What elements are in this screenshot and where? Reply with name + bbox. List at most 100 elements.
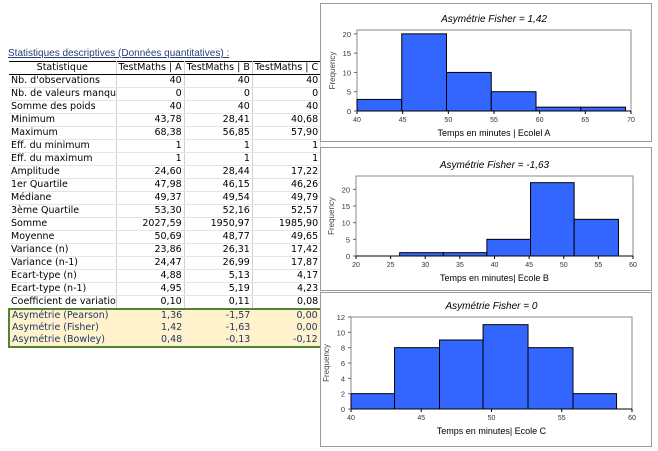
- x-tick-label: 40: [347, 415, 355, 422]
- x-axis-label: Temps en minutes| Ecole C: [437, 426, 547, 436]
- y-tick-label: 15: [343, 49, 351, 58]
- table-row: Ecart-type (n) 4,88 5,13 4,17: [9, 269, 322, 283]
- cell-value: 56,85: [184, 126, 253, 140]
- table-row: Eff. du maximum 1 1 1: [9, 152, 322, 166]
- cell-value: 49,37: [116, 191, 185, 205]
- x-tick-label: 40: [353, 117, 361, 124]
- y-tick-label: 20: [342, 185, 350, 194]
- cell-value: 0,11: [184, 295, 253, 310]
- y-tick-label: 10: [343, 68, 351, 77]
- histogram-panel-a: Asymétrie Fisher = 1,42 40 45 50 55 60 65 70 0 5 1…: [320, 3, 652, 142]
- x-tick-label: 20: [352, 262, 360, 269]
- x-tick-label: 45: [417, 415, 425, 422]
- cell-value: 40: [116, 100, 185, 114]
- row-label: Asymétrie (Bowley): [8, 334, 116, 348]
- table-row: Somme des poids 40 40 40: [9, 100, 322, 114]
- cell-value: 0,10: [116, 295, 185, 310]
- cell-value: 0,48: [116, 334, 185, 348]
- x-tick-label: 55: [490, 117, 498, 124]
- x-tick-label: 30: [421, 262, 429, 269]
- histogram-bar: [401, 33, 448, 112]
- cell-value: 57,90: [252, 126, 322, 140]
- table-row: Eff. du minimum 1 1 1: [9, 139, 322, 153]
- histogram-bar: [446, 71, 492, 112]
- cell-value: 1: [252, 139, 322, 153]
- x-tick-label: 60: [536, 117, 544, 124]
- cell-value: 49,79: [252, 191, 322, 205]
- cell-value: 1: [116, 139, 185, 153]
- y-tick-label: 4: [341, 374, 345, 383]
- histogram-bar: [439, 339, 484, 410]
- cell-value: 24,60: [116, 165, 185, 179]
- x-tick-label: 60: [629, 262, 637, 269]
- row-label: Minimum: [9, 113, 117, 127]
- column-header: TestMaths | B: [184, 61, 253, 75]
- y-tick-label: 5: [347, 88, 351, 97]
- histogram-bar: [527, 347, 574, 410]
- cell-value: -1,63: [184, 322, 253, 334]
- y-tick-label: 10: [337, 328, 345, 337]
- table-row: Variance (n-1) 24,47 26,99 17,87: [9, 256, 322, 270]
- statistics-table: Statistique TestMaths | A TestMaths | B …: [8, 61, 322, 348]
- histogram-panel-b: Asymétrie Fisher = -1,63 20 25 30 35 40 45 50 55…: [320, 147, 652, 291]
- row-label: Eff. du minimum: [9, 139, 117, 153]
- cell-value: 49,54: [184, 191, 253, 205]
- cell-value: 28,44: [184, 165, 253, 179]
- table-row: Minimum 43,78 28,41 40,68: [9, 113, 322, 127]
- cell-value: 0: [184, 87, 253, 101]
- column-header: Statistique: [9, 61, 117, 75]
- x-tick-label: 35: [456, 262, 464, 269]
- x-tick-label: 25: [387, 262, 395, 269]
- x-tick-label: 50: [560, 262, 568, 269]
- cell-value: 28,41: [184, 113, 253, 127]
- cell-value: 40: [184, 100, 253, 114]
- cell-value: 49,65: [252, 230, 322, 244]
- cell-value: 17,42: [252, 243, 322, 257]
- y-tick-label: 0: [346, 252, 350, 261]
- y-tick-label: 20: [343, 30, 351, 39]
- cell-value: 1,36: [116, 308, 185, 322]
- cell-value: 4,17: [252, 269, 322, 283]
- cell-value: -1,57: [184, 308, 253, 322]
- row-label: Somme: [9, 217, 117, 231]
- table-title: Statistiques descriptives (Données quant…: [8, 48, 230, 59]
- cell-value: 1: [184, 152, 253, 166]
- table-row: Coefficient de variatior 0,10 0,11 0,08: [9, 295, 322, 310]
- x-tick-label: 55: [558, 415, 566, 422]
- row-label: Nb. d'observations: [9, 74, 117, 88]
- cell-value: 1: [184, 139, 253, 153]
- table-row: Asymétrie (Fisher) 1,42 -1,63 0,00: [8, 322, 322, 334]
- x-axis-label: Temps en minutes | Ecolel A: [438, 128, 551, 138]
- cell-value: 0: [252, 87, 322, 101]
- cell-value: 40,68: [252, 113, 322, 127]
- cell-value: 48,77: [184, 230, 253, 244]
- y-tick-label: 0: [347, 107, 351, 116]
- x-tick-label: 45: [525, 262, 533, 269]
- y-axis-label: Frequency: [322, 344, 331, 382]
- cell-value: 43,78: [116, 113, 185, 127]
- table-row: 1er Quartile 47,98 46,15 46,26: [9, 178, 322, 192]
- chart-title: Asymétrie Fisher = 1,42: [440, 14, 547, 25]
- y-tick-label: 12: [337, 313, 345, 322]
- cell-value: 5,19: [184, 282, 253, 296]
- x-tick-label: 40: [491, 262, 499, 269]
- x-tick-label: 50: [444, 117, 452, 124]
- row-label: Asymétrie (Pearson): [8, 308, 116, 322]
- table-row: Nb. d'observations 40 40 40: [9, 74, 322, 88]
- cell-value: 26,99: [184, 256, 253, 270]
- cell-value: 0: [116, 87, 185, 101]
- cell-value: 47,98: [116, 178, 185, 192]
- cell-value: 50,69: [116, 230, 185, 244]
- column-header: TestMaths | C: [252, 61, 322, 75]
- cell-value: 1950,97: [184, 217, 253, 231]
- row-label: Asymétrie (Fisher): [8, 322, 116, 334]
- chart-title: Asymétrie Fisher = 0: [445, 301, 538, 312]
- cell-value: 46,15: [184, 178, 253, 192]
- histogram-bar: [350, 393, 396, 410]
- row-label: 1er Quartile: [9, 178, 117, 192]
- y-axis-label: Frequency: [328, 52, 337, 90]
- cell-value: 40: [116, 74, 185, 88]
- cell-value: -0,13: [184, 334, 253, 348]
- x-axis-label: Temps en minutes| Ecole B: [440, 273, 549, 283]
